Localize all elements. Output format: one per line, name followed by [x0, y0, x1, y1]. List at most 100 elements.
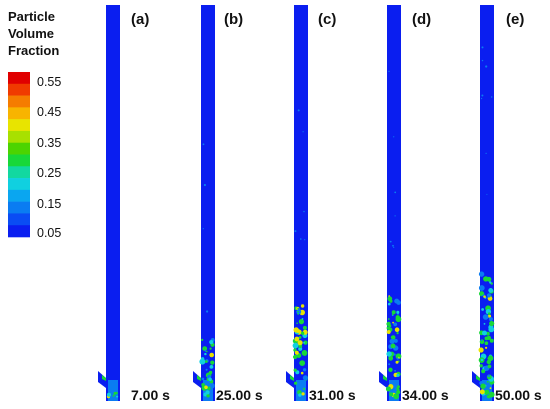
legend-swatch	[8, 119, 30, 132]
riser-body	[480, 5, 494, 401]
dense-particle-cluster	[116, 395, 119, 398]
dense-particle-cluster	[396, 390, 401, 395]
dense-particle-cluster	[393, 353, 396, 356]
dense-particle-cluster	[481, 308, 484, 311]
inlet-flow	[197, 375, 201, 381]
sparse-particle	[302, 131, 304, 133]
time-label: 34.00 s	[402, 387, 449, 403]
legend-tick-2: 0.35	[37, 136, 61, 150]
dense-particle-cluster	[294, 336, 300, 342]
panel-label: (e)	[506, 11, 524, 28]
dense-particle-cluster	[208, 377, 212, 382]
dense-particle-cluster	[293, 348, 297, 352]
dense-particle-cluster	[300, 371, 304, 375]
dense-particle-cluster	[479, 364, 483, 368]
sparse-particle	[481, 94, 484, 97]
dense-particle-cluster	[394, 298, 400, 304]
sparse-particle	[203, 183, 206, 187]
legend-swatch	[8, 178, 30, 191]
dense-particle-cluster	[393, 338, 398, 343]
sparse-particle	[300, 238, 302, 240]
sparse-particle	[304, 239, 306, 241]
dense-particle-cluster	[300, 331, 305, 335]
dense-particle-cluster	[292, 342, 299, 349]
dense-particle-cluster	[301, 318, 304, 320]
panel-b: (b) 25.00 s	[193, 5, 263, 403]
dense-particle-cluster	[293, 368, 297, 372]
sparse-particle	[491, 96, 493, 98]
sparse-particle	[481, 97, 483, 100]
dense-particle-cluster	[388, 302, 391, 306]
dense-particle-cluster	[392, 321, 394, 324]
dense-particle-cluster	[395, 315, 400, 320]
dense-particle-cluster	[484, 341, 489, 346]
dense-particle-cluster	[394, 369, 396, 372]
time-label: 31.00 s	[309, 387, 356, 403]
dense-particle-cluster	[391, 310, 396, 315]
dense-particle-cluster	[303, 341, 305, 344]
dense-particle-cluster	[393, 322, 398, 327]
dense-particle-cluster	[301, 392, 305, 396]
riser-column	[193, 5, 215, 401]
time-label: 7.00 s	[131, 387, 170, 403]
dense-particle-cluster	[395, 355, 399, 358]
sparse-particle	[294, 230, 297, 233]
dense-particle-cluster	[298, 336, 302, 339]
legend-swatch	[8, 213, 30, 226]
dense-particle-cluster	[205, 360, 208, 363]
dense-particle-cluster	[485, 346, 488, 349]
dense-particle-cluster	[300, 304, 305, 308]
dense-particle-cluster	[392, 313, 394, 316]
sparse-particle	[202, 228, 204, 230]
dense-particle-cluster	[393, 393, 399, 400]
panel-e: (e) 50.00 s	[472, 5, 542, 403]
dense-particle-cluster	[107, 392, 111, 397]
sparse-particle	[485, 65, 488, 68]
riser-bottom	[108, 380, 118, 401]
dense-particle-cluster	[389, 392, 394, 397]
dense-particle-cluster	[298, 346, 303, 351]
sparse-particle	[202, 143, 205, 146]
dense-particle-cluster	[487, 374, 491, 378]
dense-particle-cluster	[389, 299, 393, 303]
time-label: 25.00 s	[216, 387, 263, 403]
dense-particle-cluster	[488, 317, 493, 322]
dense-particle-cluster	[301, 350, 308, 356]
dense-particle-cluster	[202, 346, 208, 351]
inlet-pipe	[286, 371, 294, 388]
legend-title-line-1: Particle	[8, 9, 55, 24]
dense-particle-cluster	[486, 293, 492, 298]
panel-label: (a)	[131, 11, 149, 28]
dense-particle-cluster	[298, 319, 304, 325]
dense-particle-cluster	[483, 323, 486, 325]
legend-swatch	[8, 107, 30, 120]
dense-particle-cluster	[480, 291, 484, 296]
dense-particle-cluster	[388, 367, 393, 372]
dense-particle-cluster	[489, 387, 492, 390]
panel-label: (d)	[412, 11, 431, 28]
dense-particle-cluster	[209, 365, 214, 369]
dense-particle-cluster	[208, 386, 211, 388]
legend-swatch	[8, 201, 30, 214]
dense-particle-cluster	[487, 314, 492, 318]
inlet-pipe	[379, 371, 387, 388]
dense-particle-cluster	[482, 314, 489, 320]
dense-particle-cluster	[297, 308, 301, 312]
dense-particle-cluster	[390, 343, 396, 349]
dense-particle-cluster	[209, 352, 214, 358]
dense-particle-cluster	[489, 338, 494, 343]
sparse-particle	[485, 152, 487, 154]
dense-particle-cluster	[386, 330, 391, 334]
riser-column	[472, 5, 495, 401]
inlet-flow	[102, 375, 106, 381]
inlet-pipe	[472, 371, 480, 388]
dense-particle-cluster	[389, 338, 395, 344]
dense-particle-cluster	[388, 363, 391, 366]
dense-particle-cluster	[489, 320, 495, 327]
sparse-particle	[486, 193, 488, 195]
dense-particle-cluster	[484, 336, 489, 341]
panel-c: (c) 31.00 s	[286, 5, 356, 403]
dense-particle-cluster	[394, 327, 400, 333]
legend-swatch	[8, 142, 30, 155]
sparse-particle	[303, 210, 305, 213]
